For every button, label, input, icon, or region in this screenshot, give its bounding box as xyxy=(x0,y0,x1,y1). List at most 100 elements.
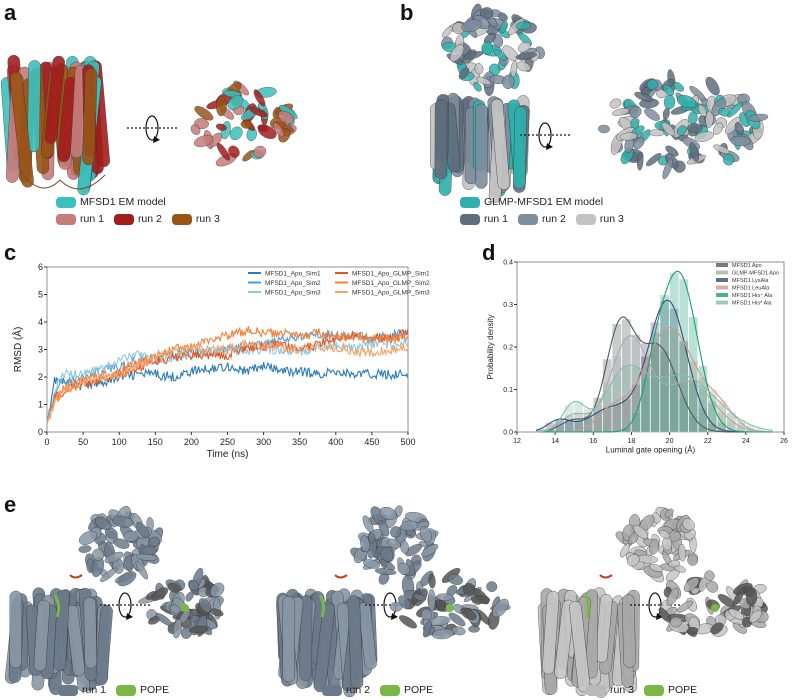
strand xyxy=(216,142,230,161)
strand xyxy=(227,95,244,110)
strand xyxy=(421,608,433,620)
strand xyxy=(460,607,477,621)
strand xyxy=(646,79,659,90)
swatch xyxy=(56,196,76,208)
strand xyxy=(644,108,660,121)
legend-e1: run 1 POPE xyxy=(58,684,169,696)
helix xyxy=(347,595,364,690)
helix xyxy=(569,600,591,693)
pope-lipid xyxy=(53,594,61,618)
strand xyxy=(92,548,105,561)
helix xyxy=(82,68,98,166)
helix xyxy=(65,604,86,677)
ligand xyxy=(599,574,613,579)
strand xyxy=(113,538,130,549)
strand xyxy=(363,559,380,569)
strand xyxy=(135,522,150,539)
strand xyxy=(188,580,199,591)
strand xyxy=(249,107,268,118)
strand xyxy=(517,41,531,53)
strand xyxy=(172,619,183,639)
strand xyxy=(400,520,419,531)
panel-label-e: e xyxy=(4,492,17,517)
helix xyxy=(554,599,575,679)
arrowhead xyxy=(656,613,663,620)
helix xyxy=(490,98,510,190)
strand xyxy=(499,21,508,34)
helix xyxy=(9,71,34,188)
strand xyxy=(723,153,735,166)
strand xyxy=(379,547,394,562)
strand xyxy=(427,589,436,612)
ligand xyxy=(69,574,83,579)
swatch xyxy=(171,213,192,225)
helix xyxy=(622,594,636,668)
ligand xyxy=(334,574,348,579)
strand xyxy=(419,526,432,543)
strand xyxy=(100,567,118,583)
strand xyxy=(476,76,492,86)
strand xyxy=(678,543,687,562)
strand xyxy=(390,526,402,538)
strand xyxy=(665,145,679,157)
strand xyxy=(463,583,476,596)
pope-lipid xyxy=(318,594,326,618)
strand xyxy=(397,562,410,575)
strand xyxy=(210,582,225,598)
strand xyxy=(215,123,227,131)
strand xyxy=(649,563,663,573)
glmp-domain-e2 xyxy=(350,505,439,585)
strand xyxy=(185,591,194,602)
strand xyxy=(480,7,494,20)
strand xyxy=(730,135,751,147)
strand xyxy=(710,622,724,635)
strand xyxy=(481,41,493,56)
strand xyxy=(78,530,98,545)
strand xyxy=(666,587,679,606)
swatch xyxy=(379,684,400,696)
rotation-arc xyxy=(538,122,552,148)
strand xyxy=(229,126,243,141)
strand xyxy=(112,515,134,528)
arrowhead xyxy=(546,143,553,150)
helix xyxy=(513,106,527,189)
strand xyxy=(277,110,295,124)
legend-a-item: MFSD1 EM model xyxy=(56,196,166,208)
strand xyxy=(713,144,730,154)
strand xyxy=(689,142,699,162)
swatch xyxy=(113,213,134,225)
strand xyxy=(686,626,699,635)
strand xyxy=(515,21,531,31)
strand xyxy=(662,158,673,180)
strand xyxy=(694,131,714,142)
rotation-icon xyxy=(520,122,570,150)
strand xyxy=(193,135,214,148)
strand xyxy=(668,560,681,568)
strand xyxy=(378,520,390,537)
strand xyxy=(705,76,720,96)
strand xyxy=(442,26,453,38)
strand xyxy=(189,625,209,634)
helix xyxy=(27,60,41,153)
strand xyxy=(458,67,470,80)
strand xyxy=(141,545,157,556)
strand xyxy=(228,145,240,158)
strand xyxy=(748,113,769,122)
swatch xyxy=(460,213,480,225)
strand xyxy=(633,136,645,150)
strand xyxy=(148,536,160,548)
strand xyxy=(734,122,745,135)
strand xyxy=(636,151,644,171)
helix xyxy=(282,596,296,683)
strand xyxy=(198,598,212,613)
strand xyxy=(78,545,92,553)
strand xyxy=(620,543,630,558)
strand xyxy=(447,573,463,585)
helix xyxy=(33,599,50,672)
strand xyxy=(609,98,622,109)
rotation-arc xyxy=(648,592,662,618)
top-view-e1 xyxy=(138,567,225,639)
strand xyxy=(676,125,687,136)
swatch xyxy=(517,213,538,225)
